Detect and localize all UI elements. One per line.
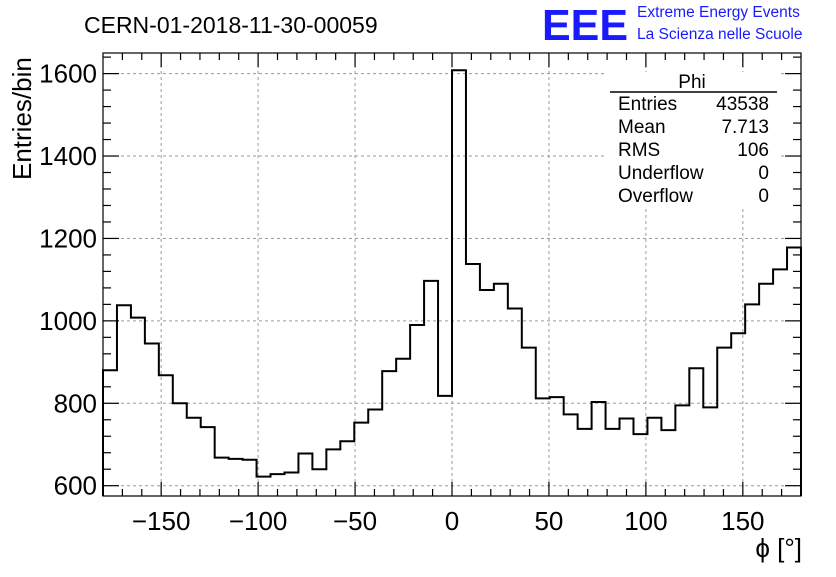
- stats-row-value: 43538: [716, 94, 769, 115]
- histogram-bin: [131, 318, 145, 496]
- histogram-bin: [647, 418, 661, 496]
- y-tick-label: 1600: [39, 59, 97, 89]
- stats-row-value: 0: [758, 163, 769, 184]
- histogram-bin: [396, 359, 410, 496]
- histogram-bin: [759, 284, 773, 496]
- histogram-bin: [326, 449, 340, 496]
- histogram-bin: [661, 430, 675, 496]
- y-tick-label: 1200: [39, 223, 97, 253]
- histogram-bin: [689, 368, 703, 496]
- histogram-bin: [159, 375, 173, 496]
- histogram-bin: [243, 460, 257, 496]
- eee-logo-line1: Extreme Energy Events: [637, 4, 800, 21]
- histogram-bin: [522, 348, 536, 496]
- histogram-bin: [731, 333, 745, 496]
- histogram-bin: [745, 304, 759, 496]
- histogram-bin: [103, 370, 117, 496]
- histogram-bin: [382, 371, 396, 496]
- histogram-bin: [675, 405, 689, 496]
- y-tick-label: 1400: [39, 141, 97, 171]
- axis-ticks: [103, 53, 801, 496]
- histogram-bin: [117, 305, 131, 496]
- y-tick-label: 800: [54, 388, 97, 418]
- x-tick-label: −100: [229, 506, 288, 536]
- histogram-bin: [187, 418, 201, 496]
- histogram-step-line: [102, 69, 802, 496]
- histogram-bin: [410, 325, 424, 496]
- y-tick-labels: 600 800 1000 1200 1400 1600: [39, 59, 97, 501]
- stats-box-background: [604, 72, 779, 207]
- eee-logo: EEE Extreme Energy Events La Scienza nel…: [542, 1, 802, 50]
- histogram-bin: [480, 290, 494, 496]
- stats-row-value: 7.713: [721, 117, 769, 138]
- histogram-bin: [438, 396, 452, 496]
- stats-row-label: RMS: [618, 140, 660, 161]
- y-tick-label: 1000: [39, 306, 97, 336]
- histogram-bin: [606, 429, 620, 496]
- x-tick-label: −50: [333, 506, 377, 536]
- histogram-bin: [424, 281, 438, 496]
- stats-row-label: Mean: [618, 117, 666, 138]
- histogram-bin: [201, 427, 215, 496]
- x-tick-labels: −150 −100 −50 0 50 100 150: [132, 506, 765, 536]
- x-tick-label: 150: [721, 506, 764, 536]
- histogram-bin: [298, 454, 312, 496]
- stats-row-label: Overflow: [618, 186, 693, 207]
- histogram-bin: [354, 423, 368, 496]
- histogram-bin: [703, 407, 717, 496]
- histogram-bin: [620, 419, 634, 496]
- stats-title: Phi: [678, 72, 705, 93]
- histogram-bin: [717, 348, 731, 496]
- histogram-bin: [550, 397, 564, 496]
- chart-title: CERN-01-2018-11-30-00059: [84, 12, 378, 38]
- histogram-bin: [215, 458, 229, 496]
- stats-row-label: Underflow: [618, 163, 704, 184]
- histogram-bin: [145, 344, 159, 496]
- histogram-bin: [340, 441, 354, 496]
- histogram-bin: [494, 284, 508, 496]
- histogram-bin: [368, 409, 382, 496]
- eee-logo-mark: EEE: [542, 1, 628, 50]
- histogram-bin: [787, 248, 801, 496]
- histogram-bin: [773, 269, 787, 496]
- histogram-bin: [312, 469, 326, 496]
- histogram-bin: [578, 429, 592, 496]
- stats-box: Phi Entries 43538 Mean 7.713 RMS 106 Underflow…: [604, 72, 779, 207]
- histogram-bin: [229, 459, 243, 496]
- histogram-bin: [564, 414, 578, 496]
- histogram-bin: [173, 403, 187, 496]
- stats-row-label: Entries: [618, 94, 677, 115]
- stats-row-value: 106: [737, 140, 769, 161]
- x-tick-label: 50: [534, 506, 563, 536]
- y-tick-label: 600: [54, 471, 97, 501]
- x-tick-label: 0: [445, 506, 459, 536]
- x-tick-label: 100: [624, 506, 667, 536]
- x-axis-label: ϕ [°]: [755, 533, 802, 563]
- eee-logo-line2: La Scienza nelle Scuole: [637, 26, 802, 43]
- histogram-bin: [466, 264, 480, 496]
- histogram-bin: [452, 70, 466, 496]
- y-axis-label: Entries/bin: [7, 57, 37, 180]
- histogram-bin: [508, 308, 522, 496]
- stats-row-value: 0: [758, 186, 769, 207]
- x-tick-label: −150: [132, 506, 191, 536]
- histogram-bin: [536, 398, 550, 496]
- histogram-bin: [592, 402, 606, 496]
- stats-rows: Entries 43538 Mean 7.713 RMS 106 Underflow 0 Ove…: [618, 94, 769, 207]
